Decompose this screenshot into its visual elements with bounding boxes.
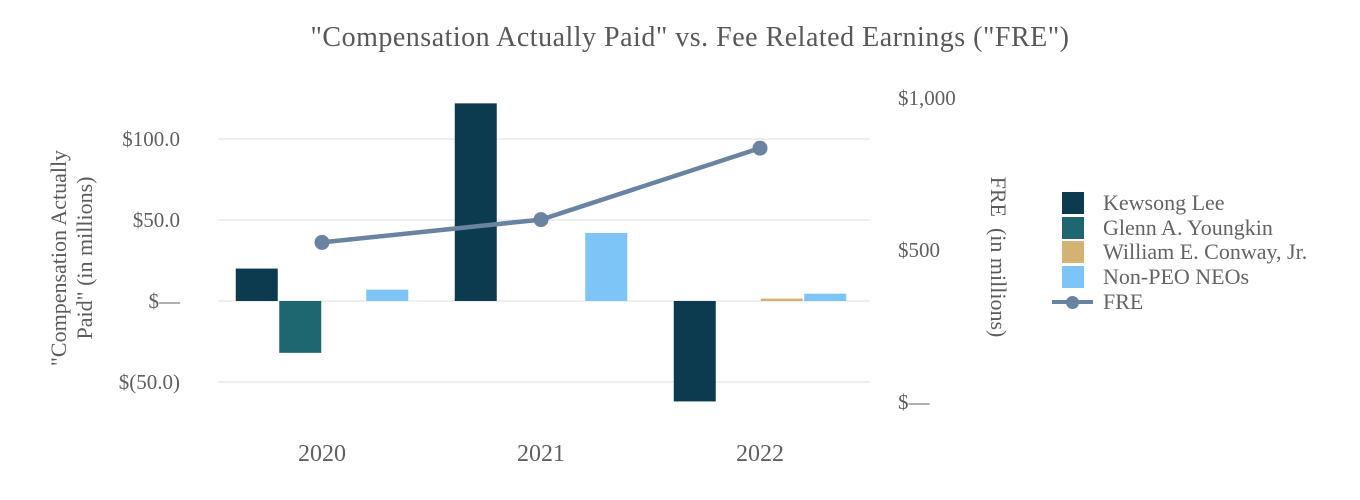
fre-line — [319, 145, 763, 245]
legend-swatch-icon — [1061, 241, 1084, 264]
bar-non-peo-neos — [585, 232, 628, 301]
legend: Kewsong Lee Glenn A. Youngkin William E. C… — [1052, 190, 1308, 314]
legend-swatch-icon — [1061, 192, 1084, 215]
right-axis-tick-label: $— — [898, 390, 930, 414]
legend-item-glenn-a-youngkin: Glenn A. Youngkin — [1052, 214, 1307, 241]
right-axis-tick-label: $1,000 — [898, 86, 956, 110]
legend-label: FRE — [1103, 288, 1144, 314]
legend-swatch-icon — [1061, 216, 1084, 239]
right-axis-tick-label: $500 — [898, 238, 940, 262]
legend-color-swatch — [1052, 216, 1093, 239]
legend-item-non-peo-neos: Non-PEO NEOs — [1052, 264, 1307, 290]
left-axis-tick-label: $— — [148, 289, 181, 313]
legend-line-swatch — [1052, 291, 1093, 313]
x-axis-label-2022: 2022 — [736, 441, 784, 467]
legend-color-swatch — [1052, 266, 1093, 289]
bar-william-e-conway-jr — [760, 298, 803, 301]
legend-swatch-icon — [1061, 266, 1084, 289]
legend-item-william-e-conway-jr: William E. Conway, Jr. — [1052, 239, 1308, 265]
legend-label: Non-PEO NEOs — [1103, 264, 1250, 290]
fre-line-marker — [314, 234, 330, 250]
bar-non-peo-neos — [804, 293, 847, 301]
left-axis-title-line2: Paid" (in millions) — [72, 176, 97, 340]
bar-kewsong-lee — [673, 301, 716, 402]
chart-title: "Compensation Actually Paid" vs. Fee Rel… — [310, 22, 1070, 53]
fre-line-marker — [752, 140, 768, 156]
bar-non-peo-neos — [366, 289, 409, 301]
bar-glenn-a-youngkin — [279, 301, 322, 353]
legend-color-swatch — [1052, 241, 1093, 264]
legend-label: Glenn A. Youngkin — [1103, 214, 1273, 240]
bar-kewsong-lee — [235, 268, 278, 301]
bar-kewsong-lee — [454, 103, 497, 301]
left-axis-title: "Compensation Actually Paid" (in million… — [46, 150, 98, 366]
left-axis-tick-label: $(50.0) — [118, 370, 180, 394]
legend-item-fre: FRE — [1052, 289, 1307, 314]
legend-label: Kewsong Lee — [1103, 190, 1225, 216]
x-axis-label-2021: 2021 — [517, 441, 565, 467]
fre-line-marker — [533, 212, 549, 228]
left-axis-title-line1: "Compensation Actually — [46, 149, 72, 367]
legend-line-marker-icon — [1052, 291, 1093, 313]
legend-label: William E. Conway, Jr. — [1103, 239, 1308, 265]
legend-color-swatch — [1052, 192, 1093, 215]
left-axis-tick-label: $50.0 — [132, 208, 180, 232]
legend-item-kewsong-lee: Kewsong Lee — [1052, 190, 1307, 216]
x-axis-label-2020: 2020 — [298, 441, 346, 467]
left-axis-tick-label: $100.0 — [122, 127, 180, 151]
